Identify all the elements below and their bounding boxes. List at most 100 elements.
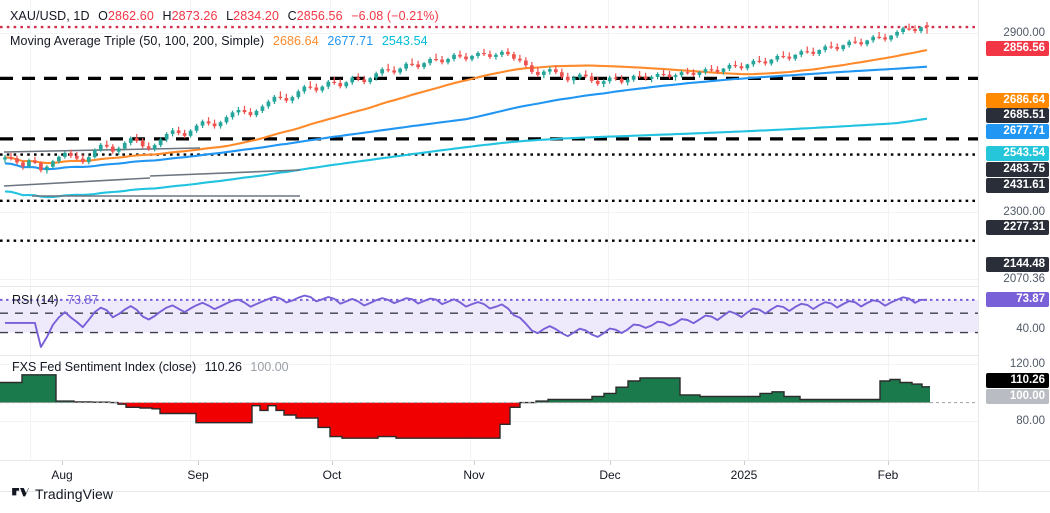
rsi-panel-legend[interactable]: RSI (14) 73.87 (12, 293, 98, 307)
candle-body (727, 65, 732, 69)
candle-body (895, 32, 899, 36)
candle-body (80, 158, 85, 163)
candle-body (386, 69, 391, 71)
chart-plot-area[interactable]: XAU/USD, 1D O2862.60 H2873.26 L2834.20 C… (0, 0, 978, 460)
time-axis-label: Nov (463, 468, 485, 482)
sentiment-value: 110.26 (204, 360, 242, 374)
candle-body (619, 78, 624, 83)
candle-body (799, 51, 804, 55)
candle-body (763, 61, 768, 64)
candle-body (793, 54, 798, 59)
candle-body (398, 68, 402, 73)
candle-body (15, 158, 19, 163)
candle-body (362, 79, 367, 83)
sentiment-panel-legend[interactable]: FXS Fed Sentiment Index (close) 110.26 1… (12, 360, 289, 374)
time-axis-tick (888, 461, 889, 465)
time-axis-tick (62, 461, 63, 465)
candle-body (823, 46, 828, 50)
ohlc-high-value: 2873.26 (171, 9, 218, 23)
ohlc-low-value: 2834.20 (233, 9, 280, 23)
candle-body (176, 130, 181, 134)
tradingview-label: TradingView (35, 486, 114, 502)
candle-body (853, 41, 858, 43)
price-axis[interactable]: 2900.00 2856.56 2686.64 2685.51 2677.71 2543.… (978, 0, 1050, 460)
candle-body (607, 77, 612, 82)
candle-body (877, 36, 881, 38)
price-axis-label: 2900.00 (1003, 27, 1045, 39)
ohlc-open-label: O (98, 9, 108, 23)
price-axis-label: 2144.48 (986, 257, 1049, 272)
candle-body (583, 74, 588, 77)
candle-body (919, 27, 923, 32)
candle-body (751, 60, 756, 65)
price-axis-label: 120.00 (1009, 358, 1045, 370)
price-axis-label: 2677.71 (986, 124, 1049, 139)
candle-body (134, 138, 139, 141)
candle-body (494, 54, 498, 57)
price-axis-label: 2686.64 (986, 93, 1049, 108)
candle-body (817, 50, 822, 54)
candle-body (685, 72, 690, 74)
price-axis-label: 2856.56 (986, 41, 1049, 56)
candle-body (248, 112, 253, 116)
axis-corner (978, 460, 1050, 492)
candle-body (488, 54, 492, 57)
candle-body (104, 144, 109, 147)
candle-body (476, 53, 480, 56)
candle-body (224, 117, 229, 123)
candle-body (781, 56, 786, 58)
candle-body (410, 63, 414, 65)
price-axis-label: 110.26 (986, 373, 1049, 388)
gridline-vertical (748, 0, 749, 460)
candle-body (452, 54, 456, 59)
candle-body (45, 166, 49, 171)
gridline-horizontal (0, 33, 978, 34)
candle-body (637, 75, 642, 77)
candle-body (69, 152, 73, 156)
candle-body (266, 101, 271, 107)
candle-body (128, 138, 133, 143)
time-axis[interactable]: Aug Sep Oct Nov Dec 2025 Feb (0, 460, 978, 492)
candle-body (320, 86, 325, 91)
candle-body (829, 46, 834, 48)
candle-body (907, 28, 911, 30)
candle-body (925, 25, 929, 28)
ohlc-high-label: H (162, 9, 172, 23)
candle-body (380, 69, 385, 74)
price-axis-label: 2685.51 (986, 108, 1049, 123)
candle-body (434, 59, 438, 61)
gridline-horizontal (0, 212, 978, 213)
candle-body (404, 63, 408, 69)
panel-separator (0, 286, 978, 287)
time-axis-tick (474, 461, 475, 465)
candle-body (805, 51, 810, 53)
candle-body (769, 59, 774, 64)
ohlc-close-label: C (287, 9, 297, 23)
sentiment-line (0, 374, 930, 439)
price-axis-label: 2070.36 (1003, 273, 1045, 285)
candle-body (356, 77, 361, 80)
candle-body (116, 148, 121, 152)
symbol-label: XAU/USD, 1D (10, 9, 90, 23)
candle-body (482, 53, 486, 55)
candle-body (51, 161, 55, 167)
candle-body (601, 81, 606, 84)
candle-body (661, 74, 666, 76)
moving-average-legend[interactable]: Moving Average Triple (50, 100, 200, Sim… (10, 34, 428, 48)
tradingview-branding[interactable]: TradingView (12, 486, 113, 502)
trendline (149, 169, 301, 177)
sentiment-baseline: 100.00 (250, 360, 289, 374)
gridline-vertical (190, 0, 191, 460)
price-axis-label: 2483.75 (986, 162, 1049, 177)
ma100-line (4, 65, 928, 171)
candle-body (655, 74, 660, 77)
panel-separator (0, 355, 978, 356)
candle-body (901, 28, 905, 32)
ohlc-low-label: L (226, 9, 234, 23)
symbol-legend[interactable]: XAU/USD, 1D O2862.60 H2873.26 L2834.20 C… (10, 9, 439, 23)
candle-body (559, 72, 564, 77)
ma200-line (4, 117, 928, 199)
tradingview-logo-icon (12, 487, 29, 496)
candle-body (913, 29, 917, 32)
